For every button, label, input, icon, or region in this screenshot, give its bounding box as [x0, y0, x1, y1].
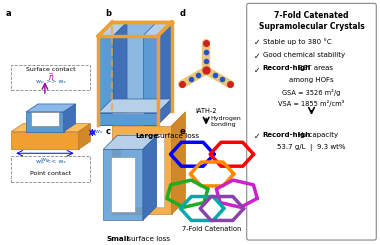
Polygon shape — [26, 112, 64, 132]
Polygon shape — [120, 134, 164, 207]
Text: 53.7 g/L  |  9.3 wt%: 53.7 g/L | 9.3 wt% — [277, 144, 346, 151]
Text: e: e — [179, 127, 185, 136]
Text: wₚ << wₛ: wₚ << wₛ — [36, 159, 66, 164]
Text: Good chemical stability: Good chemical stability — [263, 52, 345, 58]
Text: a: a — [5, 9, 11, 18]
Text: H₂ capacity: H₂ capacity — [296, 132, 338, 137]
Text: ✓: ✓ — [253, 38, 260, 47]
Text: 7-Fold Catenated
Supramolecular Crystals: 7-Fold Catenated Supramolecular Crystals — [259, 11, 364, 31]
Text: 7-Fold Catenation: 7-Fold Catenation — [182, 226, 242, 232]
Text: Surface contact: Surface contact — [26, 67, 76, 73]
Text: $w_s$: $w_s$ — [94, 129, 104, 136]
Polygon shape — [98, 99, 171, 113]
Polygon shape — [98, 22, 127, 36]
Polygon shape — [112, 22, 171, 111]
Polygon shape — [158, 22, 171, 125]
Text: IATH-2: IATH-2 — [195, 108, 217, 114]
Text: surface loss: surface loss — [154, 133, 199, 139]
Polygon shape — [103, 149, 143, 220]
Text: d: d — [179, 9, 185, 18]
Polygon shape — [171, 112, 185, 214]
Polygon shape — [98, 36, 113, 125]
Text: BET areas: BET areas — [296, 65, 333, 72]
Polygon shape — [158, 99, 171, 125]
Text: GSA = 3526 m²/g: GSA = 3526 m²/g — [282, 89, 341, 96]
Polygon shape — [112, 126, 171, 214]
Text: Small: Small — [106, 236, 129, 242]
Polygon shape — [143, 36, 158, 125]
Polygon shape — [143, 135, 157, 220]
Text: b: b — [105, 9, 111, 18]
Text: Large: Large — [135, 133, 158, 139]
Polygon shape — [26, 104, 76, 112]
Text: Record-high: Record-high — [263, 65, 311, 72]
Bar — [31, 112, 59, 126]
Polygon shape — [11, 132, 79, 149]
Polygon shape — [64, 104, 76, 132]
Text: $w_p$: $w_p$ — [40, 157, 50, 166]
Text: ✓: ✓ — [253, 65, 260, 74]
Polygon shape — [103, 135, 157, 149]
Text: wₚ >> wₛ: wₚ >> wₛ — [36, 79, 66, 84]
Text: Point contact: Point contact — [30, 171, 71, 176]
Text: Stable up to 380 °C: Stable up to 380 °C — [263, 38, 331, 45]
Text: Record-high: Record-high — [263, 132, 311, 137]
Text: ✓: ✓ — [253, 52, 260, 61]
Polygon shape — [143, 22, 171, 36]
Text: $\vec{n}$: $\vec{n}$ — [48, 72, 54, 83]
FancyBboxPatch shape — [247, 3, 376, 240]
Polygon shape — [11, 124, 90, 132]
Polygon shape — [79, 124, 90, 149]
Polygon shape — [113, 22, 127, 125]
Text: ✓: ✓ — [253, 132, 260, 141]
Text: among HOFs: among HOFs — [289, 77, 334, 83]
Polygon shape — [98, 113, 158, 125]
Text: c: c — [105, 127, 110, 136]
Text: surface loss: surface loss — [125, 236, 170, 242]
Polygon shape — [111, 157, 135, 212]
Text: VSA = 1855 m²/cm³: VSA = 1855 m²/cm³ — [279, 100, 345, 107]
Text: Hydrogen
bonding: Hydrogen bonding — [210, 116, 241, 127]
